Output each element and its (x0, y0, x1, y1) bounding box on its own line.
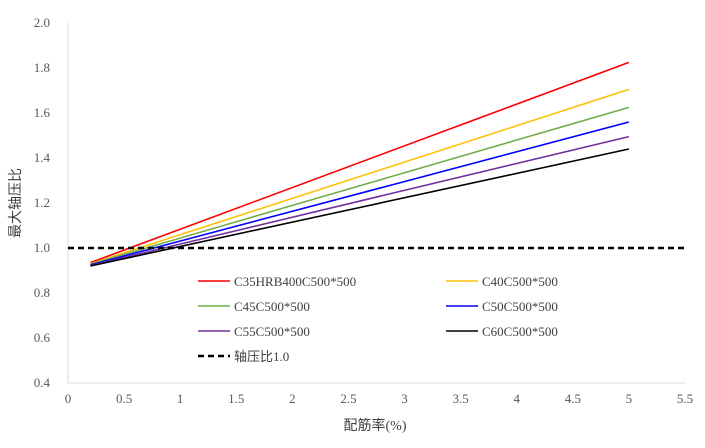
x-tick-label: 2 (289, 391, 296, 406)
y-tick-label: 1.4 (34, 150, 51, 165)
x-tick-label: 3.5 (453, 391, 469, 406)
y-tick-label: 0.6 (34, 330, 51, 345)
x-tick-label: 5 (626, 391, 633, 406)
series-line (90, 61, 630, 264)
series-line (90, 148, 630, 267)
legend: C35HRB400C500*500 C40C500*500 C45C500*500 C… (198, 274, 558, 364)
series-line (90, 106, 630, 265)
legend-label: C60C500*500 (482, 324, 558, 339)
series-layer (68, 61, 685, 267)
legend-label: 轴压比1.0 (234, 349, 289, 364)
x-tick-label: 1 (177, 391, 184, 406)
y-tick-label: 1.2 (34, 195, 50, 210)
series-line (90, 135, 630, 267)
y-tick-label: 1.6 (34, 105, 51, 120)
y-tick-label: 1.8 (34, 60, 50, 75)
x-axis-title: 配筋率(%) (344, 417, 407, 434)
y-tick-label: 0.8 (34, 285, 50, 300)
x-tick-label: 5.5 (677, 391, 693, 406)
series-line (90, 121, 630, 266)
legend-label: C45C500*500 (234, 299, 310, 314)
x-tick-label: 0 (65, 391, 72, 406)
x-tick-label: 3 (401, 391, 408, 406)
legend-label: C40C500*500 (482, 274, 558, 289)
x-axis-ticks: 0 0.5 1 1.5 2 2.5 3 3.5 4 4.5 5 5.5 (65, 391, 693, 406)
y-tick-label: 1.0 (34, 240, 50, 255)
x-tick-label: 4 (513, 391, 520, 406)
y-axis-title: 最大轴压比 (8, 168, 24, 238)
legend-label: C50C500*500 (482, 299, 558, 314)
legend-label: C35HRB400C500*500 (234, 274, 356, 289)
x-tick-label: 2.5 (340, 391, 356, 406)
x-tick-label: 0.5 (116, 391, 132, 406)
y-tick-label: 2.0 (34, 15, 50, 30)
y-tick-label: 0.4 (34, 375, 51, 390)
x-tick-label: 4.5 (565, 391, 581, 406)
y-axis-ticks: 0.4 0.6 0.8 1.0 1.2 1.4 1.6 1.8 2.0 (34, 15, 51, 390)
plot-area (67, 23, 685, 384)
series-line (90, 88, 630, 265)
legend-label: C55C500*500 (234, 324, 310, 339)
x-tick-label: 1.5 (228, 391, 244, 406)
